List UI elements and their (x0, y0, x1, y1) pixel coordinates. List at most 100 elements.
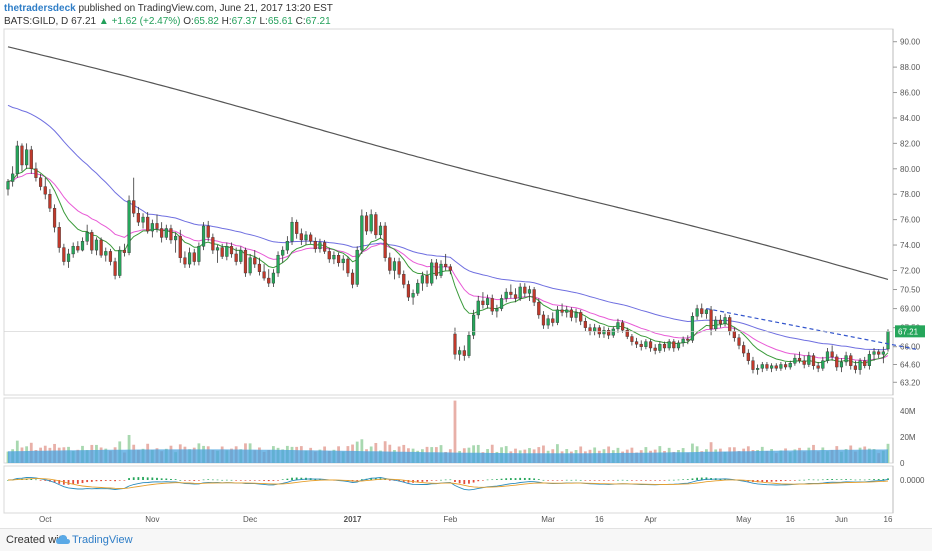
ema50-line (7, 104, 889, 351)
low-label: L: (259, 16, 268, 27)
candle-body (751, 360, 755, 370)
macd-histogram-bar (621, 479, 624, 481)
macd-histogram-bar (547, 480, 550, 481)
tradingview-brand[interactable]: TradingView (72, 534, 133, 546)
candle-body (248, 257, 252, 274)
close-label: C: (295, 16, 306, 27)
candle-body (756, 368, 760, 370)
candle-body (793, 357, 797, 364)
candle-body (295, 221, 299, 234)
candle-body (509, 291, 513, 295)
macd-histogram-bar (612, 480, 615, 481)
macd-histogram-bar (165, 478, 168, 480)
candle-body (797, 357, 802, 361)
candle-body (132, 200, 136, 214)
candle-body (858, 360, 862, 370)
macd-histogram-bar (561, 480, 563, 481)
price-tick-label: 63.20 (900, 378, 921, 387)
last-price-badge (895, 325, 925, 338)
candle-body (43, 186, 47, 195)
macd-histogram-bar (631, 480, 633, 481)
candle-body (593, 327, 597, 332)
candle-body (621, 322, 625, 331)
candle-body (458, 350, 462, 355)
candle-body (146, 216, 150, 232)
last-price-label: 67.21 (898, 327, 919, 336)
resistance-trendline[interactable] (706, 307, 917, 350)
published-text: published on TradingView.com, June 21, 2… (75, 3, 333, 14)
macd-histogram-bar (523, 477, 526, 480)
macd-histogram-bar (100, 480, 103, 482)
candle-body (71, 246, 75, 255)
candle-body (681, 338, 685, 344)
time-axis-label: Mar (541, 515, 555, 524)
open-label: O: (183, 16, 194, 27)
candle-body (495, 308, 499, 312)
low-value: 65.61 (267, 16, 293, 27)
price-tick-label: 70.50 (900, 286, 921, 295)
macd-histogram-bar (770, 480, 773, 482)
macd-histogram-bar (682, 479, 685, 480)
candle-body (197, 246, 201, 262)
candle-body (527, 289, 532, 294)
macd-histogram-bar (756, 480, 759, 483)
candle-body (169, 228, 173, 241)
macd-histogram-bar (589, 480, 591, 481)
author-link[interactable]: thetradersdeck (4, 3, 76, 14)
candle-body (150, 223, 154, 232)
price-tick-label: 72.00 (900, 266, 921, 275)
macd-histogram-bar (519, 477, 522, 480)
candle-body (141, 216, 145, 223)
macd-histogram-bar (39, 480, 42, 481)
macd-histogram-bar (128, 478, 130, 480)
candle-body (90, 232, 94, 251)
candle-body (38, 177, 43, 187)
candle-body (467, 335, 471, 356)
candle-body (411, 293, 415, 298)
time-axis-label: 2017 (344, 515, 362, 524)
candle-body (853, 365, 858, 370)
candle-body (350, 272, 355, 285)
candle-body (518, 286, 522, 299)
candle-body (867, 354, 871, 366)
price-pane-frame (3, 28, 894, 396)
macd-histogram-bar (724, 478, 726, 480)
candle-body (122, 249, 126, 253)
candle-body (402, 274, 406, 285)
candle-body (821, 360, 825, 369)
candle-body (313, 241, 317, 250)
candle-body (881, 351, 885, 355)
macd-histogram-bar (817, 479, 820, 481)
macd-histogram-bar (81, 480, 84, 484)
candle-body (160, 228, 164, 238)
macd-histogram-bar (184, 480, 186, 481)
macd-histogram-bar (533, 478, 536, 480)
candle-body (537, 302, 541, 316)
candle-body (355, 249, 359, 285)
macd-histogram-bar (267, 480, 270, 482)
macd-histogram-bar (640, 480, 643, 481)
macd-histogram-bar (887, 478, 889, 480)
candle-body (774, 365, 778, 369)
macd-histogram-bar (873, 479, 875, 480)
high-label: H: (221, 16, 232, 27)
candle-body (551, 318, 555, 323)
macd-histogram-bar (156, 477, 158, 480)
macd-histogram-bar (700, 477, 703, 480)
candle-body (234, 253, 238, 262)
candle-body (225, 246, 229, 257)
candle-body (85, 232, 89, 242)
candles (6, 140, 890, 375)
macd-histogram-bar (132, 477, 135, 480)
macd-histogram-bar (174, 479, 177, 480)
time-axis-label: Jun (835, 515, 848, 524)
macd-histogram-bar (686, 479, 689, 480)
macd-histogram-bar (170, 478, 172, 480)
candle-body (211, 237, 215, 251)
up-arrow-icon: ▲ (98, 16, 109, 27)
macd-histogram-bar (7, 480, 9, 481)
macd-histogram-bar (202, 479, 205, 481)
price-chart[interactable]: 90.00 88.00 86.00 84.00 82.00 80.00 78.00 76.00… (0, 0, 932, 528)
macd-histogram-bar (542, 479, 545, 481)
time-axis-label: 16 (884, 515, 893, 524)
